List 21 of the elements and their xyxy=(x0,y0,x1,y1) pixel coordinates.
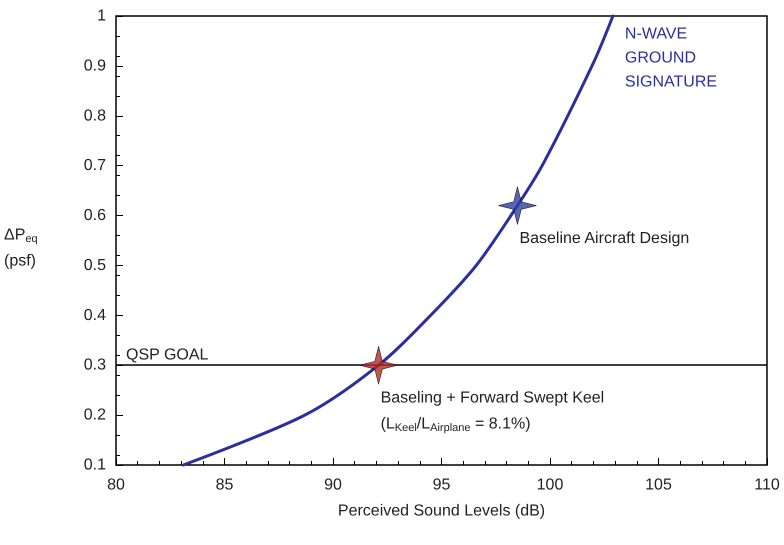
ref-line-label: QSP GOAL xyxy=(126,346,209,364)
y-tick-label: 0.9 xyxy=(84,57,106,74)
x-tick-label: 85 xyxy=(216,476,234,494)
y-tick-label: 0.6 xyxy=(84,207,106,224)
x-tick-label: 105 xyxy=(645,476,672,494)
y-tick-label: 1 xyxy=(97,8,106,24)
annotation: Baseline Aircraft Design xyxy=(519,230,690,248)
x-axis-title: Perceived Sound Levels (dB) xyxy=(338,502,546,520)
series-label: N-WAVE GROUND SIGNATURE xyxy=(624,26,718,90)
y-tick-label: 0.3 xyxy=(84,356,106,374)
y-tick-label: 0.8 xyxy=(84,107,106,124)
x-tick-label: 90 xyxy=(324,476,342,494)
x-tick-label: 95 xyxy=(432,476,450,494)
x-tick-label: 100 xyxy=(536,476,564,494)
x-tick-label: 110 xyxy=(754,476,780,494)
y-tick-label: 0.7 xyxy=(84,157,106,174)
y-tick-label: 0.1 xyxy=(84,456,106,474)
y-tick-label: 0.2 xyxy=(84,406,106,424)
y-tick-label: 0.4 xyxy=(84,306,106,324)
y-tick-label: 0.5 xyxy=(84,256,106,274)
x-tick-label: 80 xyxy=(107,476,125,494)
